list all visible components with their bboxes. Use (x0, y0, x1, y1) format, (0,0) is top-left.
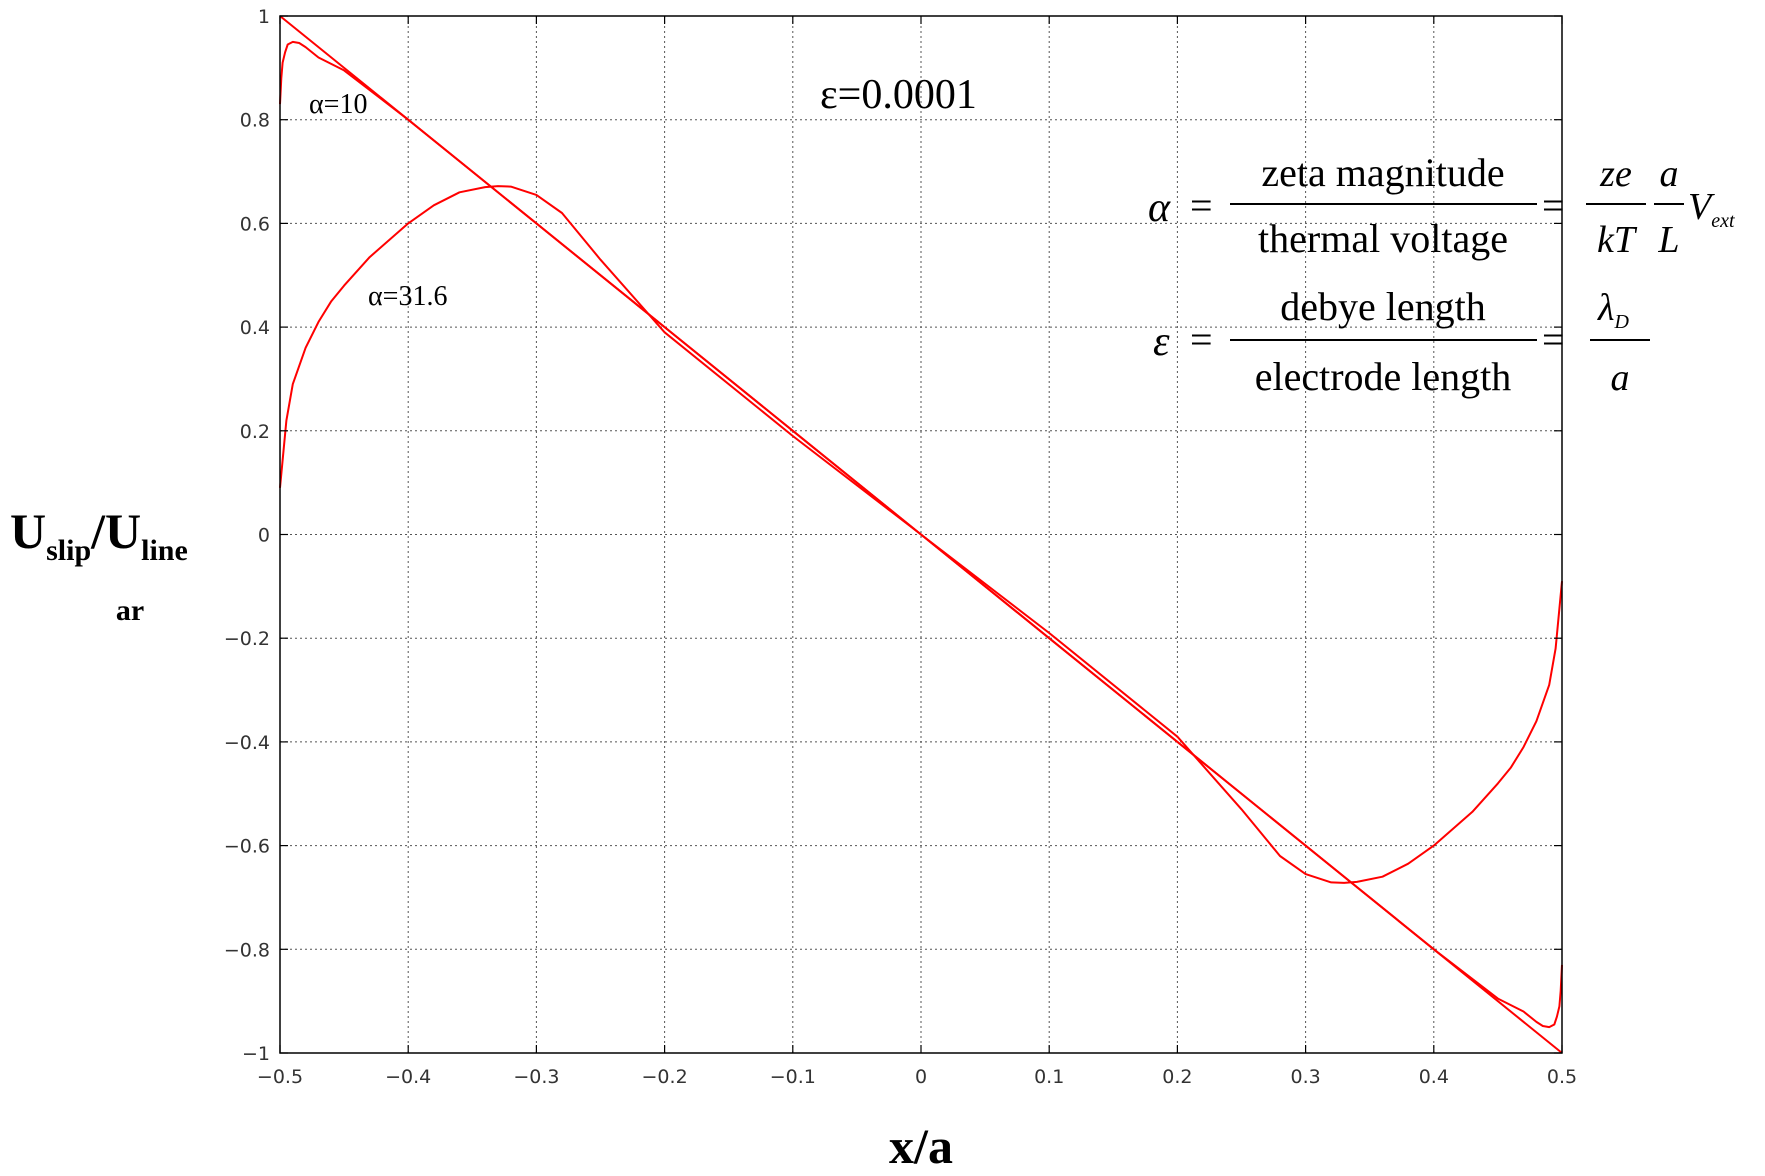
y-axis-label-wrap: ar (116, 594, 144, 627)
y-tick-label: 0.4 (240, 317, 270, 339)
x-tick-label: −0.2 (642, 1066, 688, 1088)
epsilon-equals: = (1190, 317, 1213, 362)
epsilon-symbol: ε (1153, 319, 1170, 365)
y-tick-label: −0.8 (224, 939, 270, 961)
epsilon-equals-2: = (1542, 317, 1565, 362)
v-symbol: Vext (1688, 186, 1735, 232)
x-axis-label: x/a (889, 1118, 953, 1174)
x-tick-label: −0.1 (770, 1066, 816, 1088)
y-label-slash-u: /U (90, 503, 141, 559)
x-tick-label: 0 (915, 1066, 927, 1088)
epsilon-definition-formula: ε = debye length electrode length = λD a (1153, 284, 1650, 399)
x-tick-label: 0.1 (1034, 1066, 1064, 1088)
alpha-equals: = (1190, 183, 1213, 228)
data-series (279, 15, 1563, 1054)
alpha-31-6-label: α=31.6 (368, 281, 447, 312)
alpha-denominator: thermal voltage (1258, 216, 1508, 261)
x-tick-label: 0.4 (1419, 1066, 1449, 1088)
y-tick-label: 1 (258, 6, 270, 28)
y-label-sub-line: line (141, 534, 188, 567)
x-tick-label: −0.4 (385, 1066, 431, 1088)
y-tick-label: −0.2 (224, 628, 270, 650)
alpha-symbol: α (1148, 185, 1171, 231)
kt-denominator: kT (1597, 219, 1638, 261)
ze-numerator: ze (1599, 153, 1632, 195)
y-tick-label: −1 (242, 1043, 270, 1065)
x-tick-label: −0.5 (257, 1066, 303, 1088)
epsilon-numerator: debye length (1280, 284, 1486, 329)
y-tick-label: 0.2 (240, 421, 270, 443)
alpha-definition-formula: α = zeta magnitude thermal voltage = ze … (1148, 150, 1735, 261)
alpha-equals-2: = (1542, 183, 1565, 228)
y-tick-label: −0.4 (224, 732, 270, 754)
y-axis-label: Uslip/Uline (10, 503, 188, 567)
y-axis-ticks: 1 0.8 0.6 0.4 0.2 0 −0.2 −0.4 −0.6 −0.8 −1 (224, 6, 1562, 1065)
l-denominator: L (1657, 219, 1679, 261)
a-denominator: a (1611, 357, 1630, 399)
y-label-u: U (10, 503, 46, 559)
y-tick-label: 0.6 (240, 213, 270, 235)
series-line-3 (279, 15, 1563, 1054)
lambda-numerator: λD (1597, 287, 1629, 333)
x-tick-label: 0.3 (1290, 1066, 1320, 1088)
x-tick-label: 0.5 (1547, 1066, 1577, 1088)
y-tick-label: 0 (258, 525, 270, 547)
y-tick-label: −0.6 (224, 836, 270, 858)
x-axis-ticks: −0.5 −0.4 −0.3 −0.2 −0.1 0 0.1 0.2 0.3 0.4 0.5 (257, 16, 1577, 1088)
y-tick-label: 0.8 (240, 110, 270, 132)
epsilon-value-label: ε=0.0001 (820, 72, 977, 118)
y-label-sub-slip: slip (46, 534, 91, 567)
epsilon-denominator: electrode length (1255, 354, 1512, 399)
x-tick-label: 0.2 (1162, 1066, 1192, 1088)
alpha-10-label: α=10 (309, 89, 367, 120)
x-tick-label: −0.3 (513, 1066, 559, 1088)
alpha-numerator: zeta magnitude (1261, 150, 1504, 195)
a-numerator: a (1660, 153, 1679, 195)
